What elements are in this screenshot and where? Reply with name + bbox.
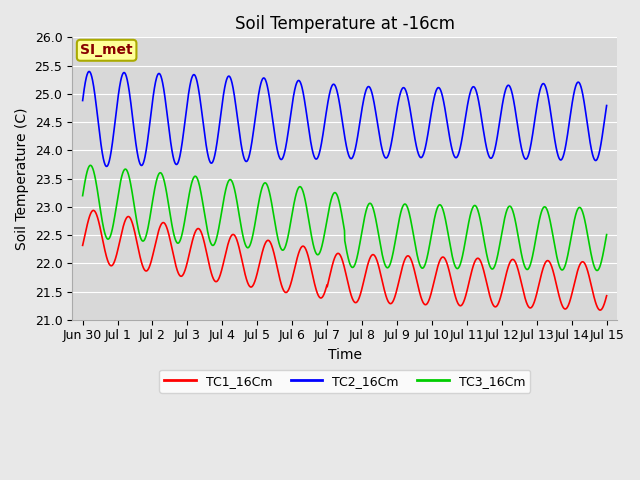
TC2_16Cm [106,156,114,161]
TC2_16Cm [588,148,596,154]
Title: Soil Temperature at -16cm: Soil Temperature at -16cm [235,15,454,33]
TC1_16Cm [603,293,611,299]
TC3_16Cm [79,193,86,199]
TC2_16Cm [588,149,596,155]
TC1_16Cm [492,304,499,310]
TC1_16Cm [596,307,604,313]
TC3_16Cm [106,235,113,240]
TC3_16Cm [593,267,601,273]
TC3_16Cm [603,232,611,238]
TC3_16Cm [86,162,94,168]
TC2_16Cm [102,164,110,169]
X-axis label: Time: Time [328,348,362,362]
TC1_16Cm [320,292,328,298]
Line: TC3_16Cm: TC3_16Cm [83,165,607,270]
TC2_16Cm [603,103,611,108]
Text: SI_met: SI_met [81,43,133,57]
TC1_16Cm [79,242,86,248]
TC1_16Cm [106,262,113,267]
TC1_16Cm [588,283,595,289]
Y-axis label: Soil Temperature (C): Soil Temperature (C) [15,108,29,250]
TC2_16Cm [85,69,93,74]
TC3_16Cm [588,253,595,259]
TC3_16Cm [320,235,328,240]
Line: TC1_16Cm: TC1_16Cm [83,210,607,310]
TC2_16Cm [79,97,86,103]
Legend: TC1_16Cm, TC2_16Cm, TC3_16Cm: TC1_16Cm, TC2_16Cm, TC3_16Cm [159,370,530,393]
TC1_16Cm [90,207,97,213]
TC1_16Cm [588,284,596,290]
Line: TC2_16Cm: TC2_16Cm [83,72,607,167]
TC1_16Cm [334,251,342,256]
TC2_16Cm [320,124,328,130]
TC2_16Cm [334,92,342,98]
TC3_16Cm [492,261,499,267]
TC3_16Cm [588,254,596,260]
TC2_16Cm [492,143,500,148]
TC3_16Cm [334,194,342,200]
